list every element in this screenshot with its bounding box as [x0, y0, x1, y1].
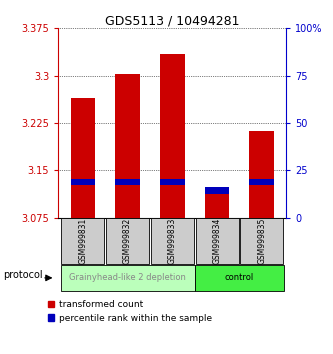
FancyBboxPatch shape — [61, 218, 104, 264]
Text: control: control — [225, 273, 254, 282]
Text: GSM999832: GSM999832 — [123, 218, 132, 264]
Text: Grainyhead-like 2 depletion: Grainyhead-like 2 depletion — [69, 273, 186, 282]
FancyBboxPatch shape — [195, 265, 284, 291]
Bar — [115, 178, 140, 185]
Text: GSM999835: GSM999835 — [257, 217, 266, 264]
Bar — [205, 190, 229, 218]
Text: protocol: protocol — [3, 270, 43, 280]
FancyBboxPatch shape — [240, 218, 283, 264]
Legend: transformed count, percentile rank within the sample: transformed count, percentile rank withi… — [46, 298, 214, 325]
Bar — [205, 187, 229, 194]
Bar — [115, 74, 140, 218]
Text: GSM999831: GSM999831 — [78, 218, 87, 264]
FancyBboxPatch shape — [151, 218, 194, 264]
Bar — [160, 178, 184, 185]
Title: GDS5113 / 10494281: GDS5113 / 10494281 — [105, 14, 239, 27]
FancyBboxPatch shape — [106, 218, 149, 264]
FancyBboxPatch shape — [61, 265, 195, 291]
Bar — [160, 53, 184, 218]
Bar — [71, 178, 95, 185]
FancyBboxPatch shape — [195, 218, 238, 264]
Text: GSM999834: GSM999834 — [212, 217, 221, 264]
Bar — [71, 98, 95, 218]
Text: GSM999833: GSM999833 — [168, 217, 177, 264]
Bar — [249, 131, 274, 218]
Bar — [249, 178, 274, 185]
